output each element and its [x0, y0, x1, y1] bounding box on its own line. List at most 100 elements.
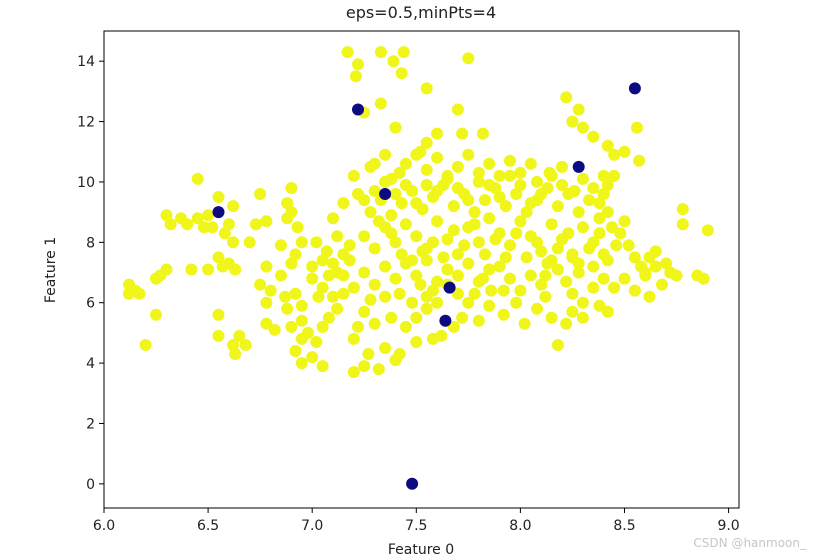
data-point-series-0 [545, 254, 558, 267]
data-point-series-0 [583, 242, 596, 255]
data-point-series-0 [410, 311, 423, 324]
data-point-series-0 [420, 179, 433, 191]
y-tick-label: 6 [86, 296, 95, 312]
data-point-series-0 [497, 284, 510, 297]
data-point-series-1 [379, 188, 392, 200]
data-point-series-0 [218, 227, 231, 240]
data-point-series-0 [510, 296, 523, 309]
data-point-series-0 [393, 287, 406, 300]
data-point-series-0 [427, 236, 439, 249]
data-point-series-0 [608, 169, 621, 182]
data-point-series-0 [447, 200, 460, 213]
data-point-series-0 [576, 221, 589, 234]
data-point-series-0 [306, 351, 319, 364]
data-point-series-0 [631, 121, 643, 134]
data-point-series-0 [254, 278, 267, 291]
data-point-series-0 [566, 251, 579, 264]
data-point-series-0 [275, 269, 287, 282]
data-point-series-0 [279, 290, 292, 303]
data-point-series-0 [420, 302, 433, 315]
data-point-series-0 [601, 305, 614, 318]
data-point-series-0 [587, 260, 600, 273]
data-point-series-0 [295, 299, 308, 312]
data-point-series-0 [539, 290, 552, 303]
data-point-series-0 [414, 278, 427, 291]
data-point-series-0 [410, 197, 423, 210]
data-point-series-0 [576, 311, 589, 324]
data-point-series-0 [535, 278, 548, 291]
data-point-series-0 [343, 254, 356, 267]
data-point-series-0 [358, 305, 371, 318]
data-point-series-0 [316, 281, 329, 294]
data-point-series-0 [593, 227, 606, 240]
data-point-series-0 [410, 148, 423, 161]
data-point-series-0 [358, 360, 371, 373]
data-point-series-0 [520, 206, 533, 219]
data-point-series-0 [295, 314, 308, 327]
data-point-series-0 [493, 260, 506, 273]
data-point-series-0 [306, 260, 319, 273]
data-point-series-0 [227, 236, 240, 249]
data-point-series-0 [499, 251, 512, 264]
data-point-series-0 [364, 160, 377, 173]
data-point-series-0 [456, 311, 469, 324]
data-point-series-0 [608, 148, 621, 161]
data-point-series-0 [289, 345, 302, 357]
data-point-series-0 [593, 197, 606, 210]
data-point-series-0 [587, 182, 600, 194]
data-point-series-0 [285, 320, 298, 333]
data-point-series-0 [472, 175, 485, 188]
data-point-series-0 [576, 172, 589, 185]
data-point-series-0 [431, 296, 444, 309]
data-point-series-0 [316, 320, 329, 333]
data-point-series-0 [633, 154, 646, 167]
data-point-series-0 [485, 284, 498, 297]
data-point-series-0 [618, 215, 631, 228]
data-point-series-0 [468, 287, 481, 300]
data-point-series-0 [331, 230, 344, 243]
data-point-series-1 [572, 160, 585, 173]
data-point-series-0 [316, 254, 329, 267]
data-point-series-0 [379, 148, 392, 161]
data-point-series-0 [504, 154, 516, 167]
data-point-series-0 [566, 305, 579, 318]
data-point-series-0 [185, 263, 198, 276]
data-point-series-0 [399, 218, 412, 231]
data-point-series-0 [560, 275, 573, 288]
data-point-series-0 [524, 157, 537, 170]
data-point-series-0 [510, 188, 523, 200]
plot-area-frame [103, 30, 740, 509]
data-point-series-0 [150, 308, 162, 321]
data-point-series-0 [504, 272, 516, 285]
data-point-series-0 [572, 206, 585, 219]
data-point-series-0 [628, 284, 641, 297]
data-point-series-0 [431, 127, 444, 140]
data-point-series-0 [568, 185, 581, 197]
data-point-series-0 [337, 197, 350, 210]
data-point-series-0 [676, 218, 689, 231]
data-point-series-0 [435, 329, 448, 342]
data-point-series-0 [476, 272, 489, 285]
data-point-series-0 [160, 209, 173, 222]
data-point-series-0 [431, 151, 444, 164]
data-point-series-0 [358, 266, 371, 279]
data-point-series-0 [233, 329, 246, 342]
data-point-series-0 [479, 248, 491, 261]
data-point-series-0 [535, 188, 548, 200]
data-point-series-0 [399, 179, 412, 191]
data-point-series-0 [393, 166, 406, 179]
data-point-series-0 [524, 197, 537, 210]
data-point-series-0 [229, 348, 242, 360]
data-point-series-0 [614, 227, 627, 240]
data-point-series-0 [281, 212, 294, 225]
data-point-series-0 [191, 212, 204, 225]
data-point-series-0 [531, 302, 543, 315]
data-point-series-0 [254, 188, 267, 200]
data-point-series-0 [489, 233, 502, 246]
data-point-series-0 [543, 166, 556, 179]
data-point-series-0 [587, 281, 600, 294]
data-point-series-0 [545, 311, 558, 324]
data-point-series-0 [372, 363, 385, 376]
data-point-series-0 [606, 221, 618, 234]
